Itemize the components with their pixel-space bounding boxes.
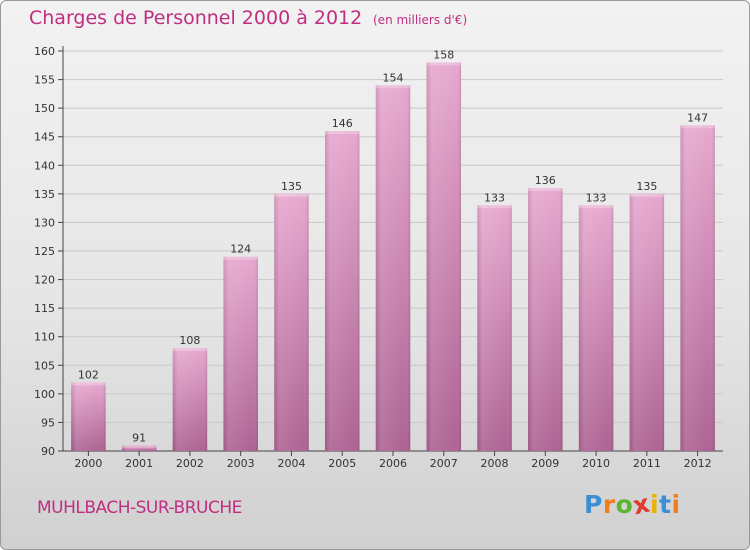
- bar-highlight: [528, 188, 563, 192]
- x-tick-label: 2007: [430, 457, 458, 470]
- y-tick-label: 95: [41, 416, 55, 429]
- bar-highlight: [71, 382, 106, 386]
- bar-highlight: [274, 193, 309, 197]
- y-tick-label: 140: [34, 159, 55, 172]
- y-tick-label: 160: [34, 45, 55, 58]
- bar-highlight: [324, 131, 360, 134]
- y-tick-label: 135: [34, 188, 55, 201]
- chart-title: Charges de Personnel 2000 à 2012: [29, 7, 363, 29]
- logo-letter: i: [650, 490, 660, 519]
- y-tick-label: 120: [34, 274, 55, 287]
- bar-highlight: [629, 193, 665, 197]
- place-name: MUHLBACH-SUR-BRUCHE: [37, 498, 242, 518]
- bar-shade: [629, 193, 665, 451]
- bar-shade: [274, 193, 309, 451]
- data-label: 158: [433, 48, 454, 61]
- y-tick-label: 110: [34, 331, 55, 344]
- bar-highlight: [172, 348, 208, 352]
- bar-shade: [375, 85, 411, 452]
- y-tick-label: 125: [34, 245, 55, 258]
- bar-highlight: [426, 62, 462, 66]
- chart-subtitle: (en milliers d'€): [373, 13, 468, 27]
- bars: [71, 62, 715, 452]
- x-tick-label: 2005: [328, 457, 356, 470]
- x-tick-label: 2009: [531, 457, 559, 470]
- y-tick-label: 100: [34, 388, 55, 401]
- y-tick-label: 90: [41, 445, 55, 458]
- x-tick-label: 2010: [582, 457, 610, 470]
- bar-shade: [426, 62, 462, 452]
- logo-letter: i: [671, 490, 681, 519]
- bar-highlight: [578, 205, 614, 209]
- data-labels: 102 91 108 124 135 146 154 158 133 136 133 135 147: [78, 48, 708, 444]
- logo-letter: t: [659, 490, 672, 519]
- logo-letter: P: [584, 490, 603, 519]
- data-label: 146: [332, 117, 353, 130]
- x-tick-label: 2001: [125, 457, 153, 470]
- proxiti-logo: Proxiti: [584, 489, 681, 521]
- bar-shade: [223, 256, 258, 451]
- x-tick-label: 2011: [633, 457, 661, 470]
- bar-highlight: [223, 256, 258, 260]
- data-label: 133: [586, 191, 607, 204]
- bar-shade: [477, 205, 512, 451]
- x-tick-label: 2000: [74, 457, 102, 470]
- data-label: 135: [281, 180, 302, 193]
- y-tick-label: 105: [34, 359, 55, 372]
- data-label: 124: [230, 243, 251, 256]
- x-tick-label: 2012: [684, 457, 712, 470]
- data-label: 154: [383, 71, 404, 84]
- bar-highlight: [477, 205, 512, 209]
- x-tick-label: 2003: [227, 457, 255, 470]
- bar-shade: [324, 131, 360, 451]
- bar-shade: [172, 348, 208, 451]
- bar-shade: [680, 125, 715, 452]
- bar-shade: [528, 188, 563, 451]
- x-tick-label: 2008: [481, 457, 509, 470]
- y-tick-label: 130: [34, 216, 55, 229]
- y-tick-label: 115: [34, 302, 55, 315]
- y-tick-label: 155: [34, 74, 55, 87]
- y-tick-label: 150: [34, 102, 55, 115]
- x-tick-label: 2006: [379, 457, 407, 470]
- x-tick-label: 2004: [277, 457, 305, 470]
- logo-letter: r: [602, 490, 616, 519]
- data-label: 108: [179, 334, 200, 347]
- bar-shade: [578, 205, 614, 451]
- bar-highlight: [375, 85, 411, 89]
- data-label: 91: [132, 431, 146, 444]
- bar-shade: [71, 382, 106, 451]
- data-label: 133: [484, 191, 505, 204]
- data-label: 136: [535, 174, 556, 187]
- logo-letter: o: [615, 490, 634, 519]
- data-label: 135: [636, 180, 657, 193]
- y-tick-label: 145: [34, 131, 55, 144]
- bar-shade: [121, 445, 157, 451]
- bar-highlight: [680, 125, 715, 129]
- x-tick-label: 2002: [176, 457, 204, 470]
- data-label: 147: [687, 111, 708, 124]
- data-label: 102: [78, 368, 99, 381]
- bar-highlight: [121, 445, 157, 449]
